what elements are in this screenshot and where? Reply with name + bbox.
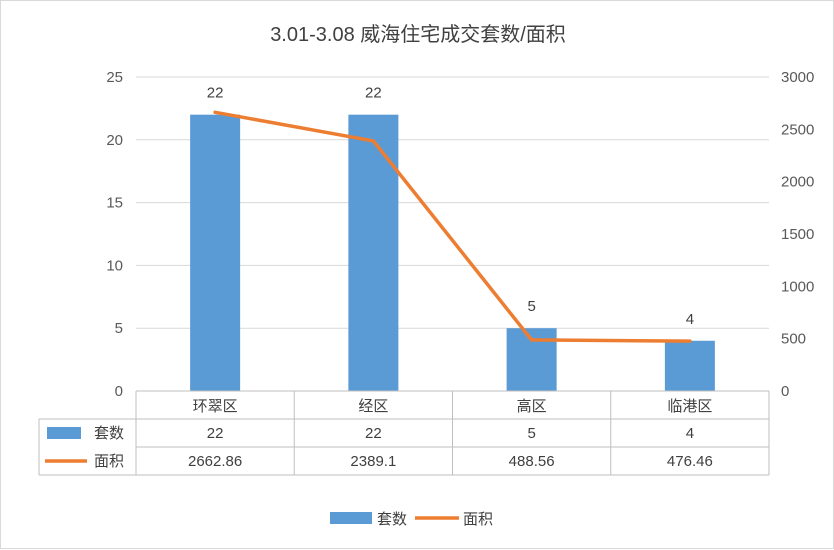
y-right-tick-label: 2000	[781, 174, 814, 191]
chart-title: 3.01-3.08 威海住宅成交套数/面积	[270, 23, 566, 46]
line-point	[688, 339, 692, 343]
category-label: 经区	[358, 398, 388, 415]
bar	[664, 340, 715, 391]
table-legend-key-bar	[47, 427, 81, 439]
y-right-tick-label: 2500	[781, 121, 814, 138]
category-label: 高区	[517, 398, 547, 415]
bar-data-label: 4	[686, 311, 694, 328]
category-label: 环翠区	[193, 398, 238, 415]
y-right-tick-label: 1500	[781, 226, 814, 243]
y-left-tick-label: 5	[115, 320, 123, 337]
legend-label: 面积	[463, 511, 493, 528]
y-left-tick-label: 15	[106, 195, 123, 212]
y-right-tick-label: 1000	[781, 278, 814, 295]
line-path	[213, 110, 692, 343]
y-left-tick-label: 20	[106, 132, 123, 149]
table-cell: 4	[686, 425, 694, 442]
table-cell: 5	[527, 425, 535, 442]
bar-data-label: 5	[527, 298, 535, 315]
legend-key-bar	[330, 512, 372, 524]
table-cell: 476.46	[667, 453, 713, 470]
table-cell: 2662.86	[188, 453, 242, 470]
y-left-tick-label: 0	[115, 383, 123, 400]
table-cell: 22	[207, 425, 224, 442]
table-cell: 22	[365, 425, 382, 442]
line-point	[371, 139, 375, 143]
y-left-tick-label: 25	[106, 69, 123, 86]
table-row-header: 套数	[94, 425, 124, 442]
legend: 套数 面积	[330, 511, 493, 528]
table-row-header: 面积	[94, 453, 124, 470]
category-label: 临港区	[667, 398, 712, 415]
line-series	[213, 110, 692, 343]
table-cell: 488.56	[509, 453, 555, 470]
y-right-tick-label: 0	[781, 383, 789, 400]
line-point	[530, 338, 534, 342]
bar-data-label: 22	[365, 85, 382, 102]
bar-data-label: 22	[207, 85, 224, 102]
legend-label: 套数	[377, 511, 407, 528]
line-point	[213, 110, 217, 114]
bar	[348, 114, 399, 392]
axes: 0 5 10 15 20 25 0 500 1000 1500 2000 2500 3000	[106, 69, 814, 400]
table-cell: 2389.1	[350, 453, 396, 470]
y-right-tick-label: 3000	[781, 69, 814, 86]
y-right-tick-label: 500	[781, 331, 806, 348]
bar	[190, 114, 241, 392]
y-left-tick-label: 10	[106, 257, 123, 274]
